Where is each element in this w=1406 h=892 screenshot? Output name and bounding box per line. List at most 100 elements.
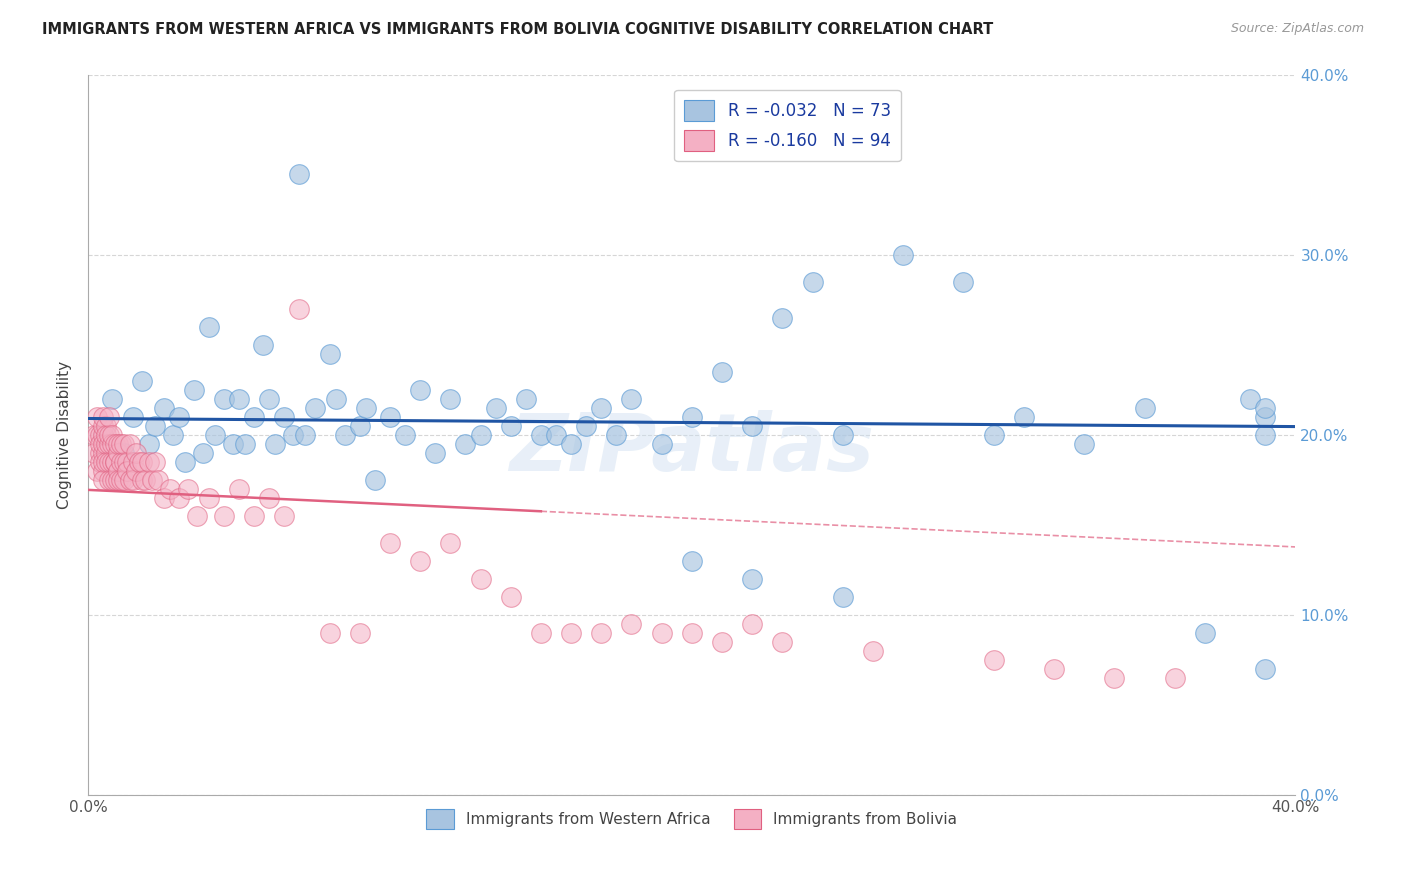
Point <box>112 455 135 469</box>
Point <box>212 509 235 524</box>
Point <box>117 464 139 478</box>
Point <box>425 446 447 460</box>
Point <box>530 626 553 640</box>
Point <box>651 437 673 451</box>
Point <box>1239 392 1261 406</box>
Point <box>96 419 118 434</box>
Point <box>257 491 280 505</box>
Point <box>952 275 974 289</box>
Point <box>294 428 316 442</box>
Point <box>204 428 226 442</box>
Point <box>318 626 340 640</box>
Point <box>770 635 793 649</box>
Point <box>233 437 256 451</box>
Point <box>107 437 129 451</box>
Point <box>560 626 582 640</box>
Point <box>131 455 153 469</box>
Point <box>177 482 200 496</box>
Point <box>86 409 108 424</box>
Point <box>1254 401 1277 415</box>
Point <box>96 437 118 451</box>
Point <box>1254 662 1277 676</box>
Point <box>104 473 127 487</box>
Point <box>770 310 793 325</box>
Point <box>89 446 111 460</box>
Point <box>89 437 111 451</box>
Point <box>107 464 129 478</box>
Point <box>101 437 124 451</box>
Point <box>831 428 853 442</box>
Point <box>454 437 477 451</box>
Point <box>96 428 118 442</box>
Point <box>89 428 111 442</box>
Point <box>101 392 124 406</box>
Point <box>128 455 150 469</box>
Point <box>167 409 190 424</box>
Point <box>183 383 205 397</box>
Point <box>515 392 537 406</box>
Point <box>98 437 121 451</box>
Point <box>83 428 105 442</box>
Point <box>264 437 287 451</box>
Point <box>1133 401 1156 415</box>
Point <box>83 446 105 460</box>
Point <box>110 455 132 469</box>
Point <box>110 473 132 487</box>
Point <box>273 409 295 424</box>
Point <box>138 437 160 451</box>
Point <box>1012 409 1035 424</box>
Point <box>439 536 461 550</box>
Point <box>152 401 174 415</box>
Point <box>681 554 703 568</box>
Point <box>891 248 914 262</box>
Point <box>620 392 643 406</box>
Point <box>120 437 142 451</box>
Point <box>91 455 114 469</box>
Point <box>91 446 114 460</box>
Point <box>167 491 190 505</box>
Point <box>470 428 492 442</box>
Point <box>741 617 763 632</box>
Point <box>1254 409 1277 424</box>
Point <box>101 428 124 442</box>
Point <box>354 401 377 415</box>
Point <box>162 428 184 442</box>
Point <box>104 455 127 469</box>
Point <box>89 455 111 469</box>
Point <box>131 473 153 487</box>
Point <box>288 167 311 181</box>
Point <box>91 437 114 451</box>
Point <box>173 455 195 469</box>
Point <box>620 617 643 632</box>
Point <box>1104 671 1126 685</box>
Point <box>1194 626 1216 640</box>
Point <box>333 428 356 442</box>
Point <box>741 419 763 434</box>
Point <box>146 473 169 487</box>
Point <box>134 473 156 487</box>
Point <box>101 455 124 469</box>
Point <box>117 455 139 469</box>
Point <box>983 653 1005 667</box>
Point <box>98 473 121 487</box>
Point <box>409 383 432 397</box>
Point <box>439 392 461 406</box>
Point <box>605 428 627 442</box>
Point <box>159 482 181 496</box>
Point <box>91 409 114 424</box>
Point <box>96 446 118 460</box>
Point <box>104 437 127 451</box>
Legend: Immigrants from Western Africa, Immigrants from Bolivia: Immigrants from Western Africa, Immigran… <box>420 803 963 835</box>
Point <box>122 409 145 424</box>
Point <box>499 590 522 604</box>
Point <box>252 338 274 352</box>
Point <box>143 455 166 469</box>
Point <box>198 491 221 505</box>
Point <box>191 446 214 460</box>
Point <box>152 491 174 505</box>
Point <box>318 347 340 361</box>
Point <box>591 626 613 640</box>
Point <box>1043 662 1066 676</box>
Point <box>1164 671 1187 685</box>
Point <box>364 473 387 487</box>
